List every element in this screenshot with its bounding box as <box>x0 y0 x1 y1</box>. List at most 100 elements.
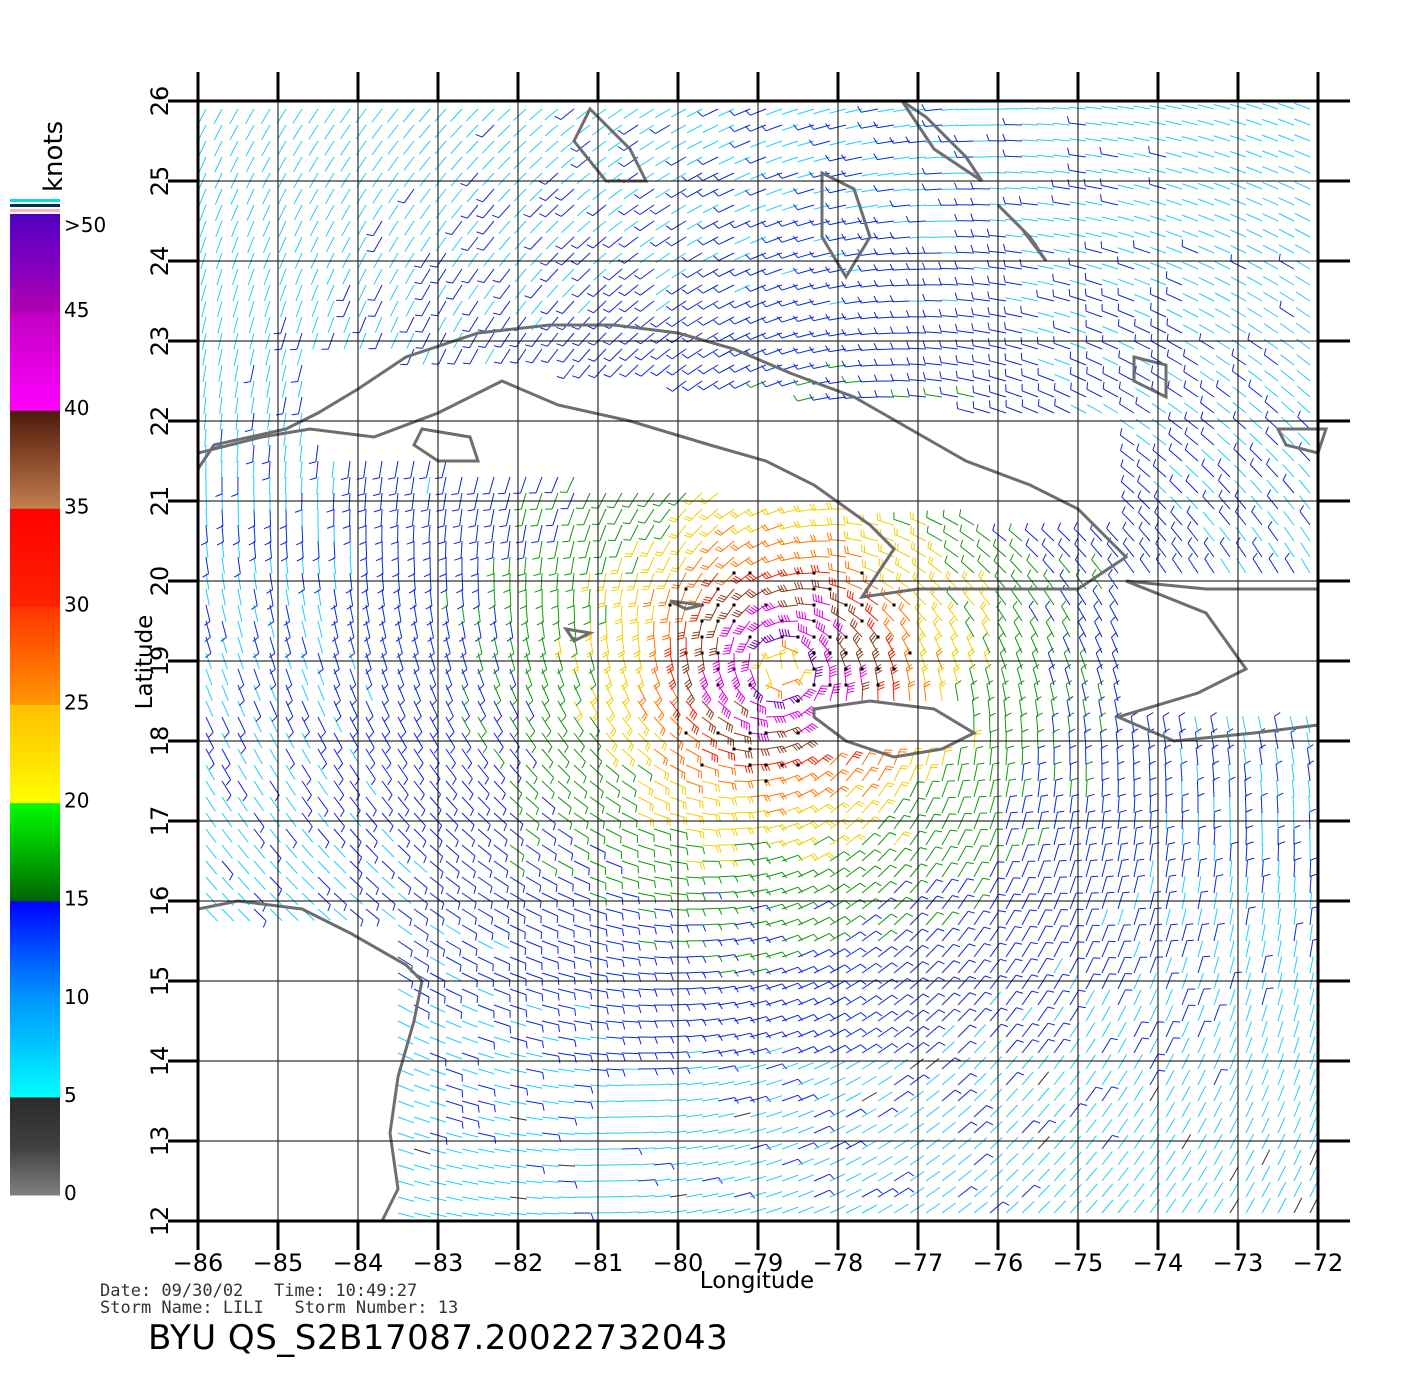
wind-barb-feather <box>978 779 986 782</box>
wind-barb-feather <box>937 944 945 948</box>
wind-barb-feather <box>1087 793 1095 797</box>
wind-barb-feather <box>280 557 288 562</box>
wind-barb <box>285 892 299 906</box>
wind-barb <box>765 1079 783 1086</box>
wind-barb-feather <box>763 604 770 611</box>
wind-barb-feather <box>362 621 370 626</box>
wind-barb-feather <box>766 587 772 594</box>
wind-barb <box>781 870 799 878</box>
wind-barb-feather <box>444 653 451 658</box>
wind-barb-feather <box>782 569 788 576</box>
wind-barb <box>813 1013 830 1022</box>
wind-barb-feather <box>692 631 700 634</box>
wind-barb <box>541 684 550 701</box>
wind-barb-feather <box>892 1188 899 1194</box>
wind-barb-feather <box>260 842 265 849</box>
wind-barb-feather <box>426 934 429 942</box>
wind-barb-feather <box>731 860 736 868</box>
wind-barb-feather <box>797 758 803 765</box>
wind-barb-feather <box>622 1038 626 1046</box>
wind-barb <box>813 1093 830 1102</box>
wind-barb-feather <box>698 669 705 674</box>
wind-barb <box>541 764 554 778</box>
wind-barb <box>1165 1037 1174 1054</box>
wind-barb-feather <box>960 554 965 562</box>
wind-barb <box>845 1060 862 1070</box>
wind-barb-feather <box>893 686 900 691</box>
wind-barb <box>461 844 476 857</box>
wind-barb-feather <box>1278 841 1286 845</box>
wind-barb-feather <box>718 892 723 900</box>
wind-barb-feather <box>229 873 234 881</box>
wind-barb-feather <box>393 589 400 594</box>
wind-barb-feather <box>881 574 884 582</box>
wind-barb-feather <box>782 856 787 863</box>
wind-barb-feather <box>430 684 437 690</box>
wind-barb-feather <box>984 975 992 979</box>
wind-barb <box>445 844 460 857</box>
wind-barb-feather <box>278 889 283 896</box>
wind-barb-feather <box>817 693 825 695</box>
wind-barb-feather <box>734 575 742 581</box>
wind-barb-feather <box>974 732 982 736</box>
wind-barb <box>1293 1101 1301 1118</box>
wind-barb-feather <box>506 901 510 909</box>
wind-barb <box>733 1192 751 1198</box>
wind-barb <box>877 848 891 862</box>
wind-barb-feather <box>409 919 413 927</box>
wind-barb <box>653 1146 671 1150</box>
wind-barb <box>637 908 655 913</box>
wind-barb <box>493 636 499 654</box>
wind-barb <box>733 1128 751 1134</box>
wind-barb-feather <box>659 727 664 735</box>
wind-barb <box>1181 1085 1191 1102</box>
wind-barb-feather <box>1009 538 1013 546</box>
wind-barb-feather <box>776 716 781 724</box>
wind-barb <box>381 732 391 749</box>
wind-barb <box>1213 1021 1221 1038</box>
wind-barb-feather <box>844 980 851 986</box>
wind-barb <box>848 610 863 622</box>
wind-barb-feather <box>886 801 894 805</box>
wind-barb <box>221 668 229 686</box>
wind-barb-feather <box>744 765 748 773</box>
wind-barb-feather <box>421 825 426 833</box>
wind-barb-feather <box>606 697 613 704</box>
wind-barb-feather <box>1050 696 1058 701</box>
wind-barb-feather <box>840 803 848 809</box>
wind-barb-feather <box>847 687 855 691</box>
wind-barb-feather <box>892 1107 899 1113</box>
wind-barb <box>541 636 546 654</box>
wind-barb <box>333 812 345 827</box>
wind-barb-feather <box>306 779 312 786</box>
wind-barb-feather <box>623 697 629 704</box>
rain-flag-marker <box>700 763 704 767</box>
wind-barb-feather <box>706 708 711 716</box>
wind-barb <box>653 1083 672 1086</box>
wind-barb <box>845 947 861 958</box>
wind-barb-feather <box>580 589 588 592</box>
wind-barb <box>509 620 514 638</box>
wind-barb <box>1261 1117 1270 1134</box>
wind-barb <box>925 1057 940 1070</box>
wind-barb-feather <box>844 932 851 938</box>
wind-barb <box>1213 876 1217 894</box>
wind-barb <box>524 556 527 574</box>
wind-barb-feather <box>1001 664 1008 669</box>
wind-barb-feather <box>792 744 798 751</box>
wind-barb-feather <box>748 625 756 631</box>
wind-barb-feather <box>1112 664 1119 670</box>
wind-barb-feather <box>688 600 696 603</box>
wind-barb-feather <box>616 775 620 783</box>
wind-barb <box>541 748 554 763</box>
wind-barb <box>1213 924 1219 942</box>
wind-barb <box>1290 748 1295 766</box>
wind-barb <box>1082 700 1087 718</box>
wind-barb <box>349 812 362 827</box>
wind-barb-feather <box>669 681 676 688</box>
wind-barb-feather <box>603 666 610 672</box>
wind-barb <box>301 780 312 796</box>
wind-barb <box>861 1027 877 1038</box>
wind-barb <box>557 1164 576 1167</box>
wind-barb-feather <box>935 846 943 849</box>
